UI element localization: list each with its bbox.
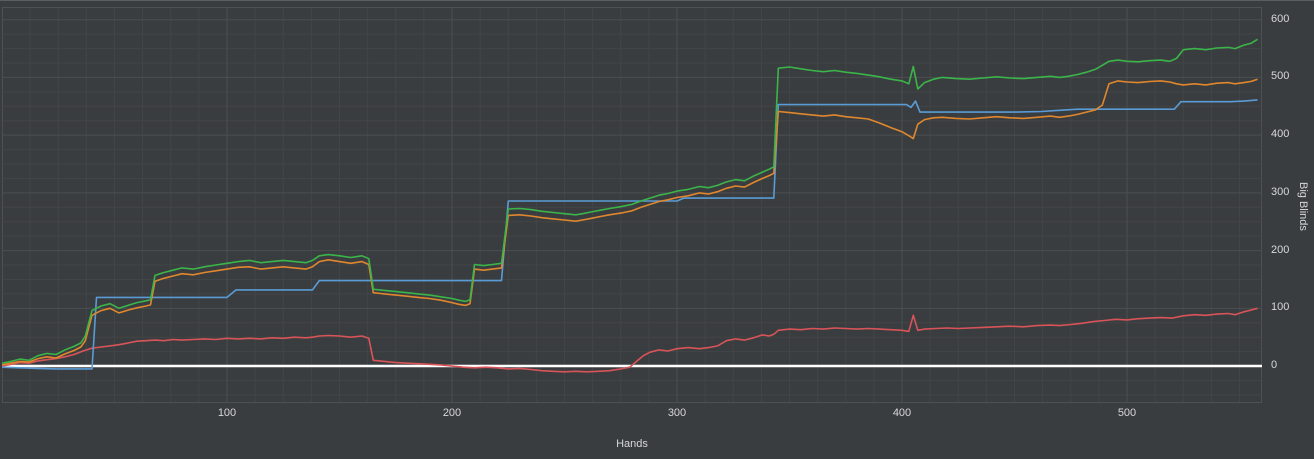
series-line-blue [1,99,1258,370]
y-tick-label: 500 [1271,70,1290,83]
series-line-green [1,38,1258,364]
x-tick-label: 100 [217,407,237,419]
series-line-red [1,307,1258,373]
x-tick-label: 200 [442,407,462,419]
y-tick-label: 100 [1271,301,1290,314]
y-tick-label: 400 [1271,128,1290,141]
plot-area[interactable] [1,7,1262,403]
plot-border [2,7,1262,403]
x-tick-label: 300 [667,407,687,419]
y-tick-label: 600 [1271,12,1290,25]
plot-container [1,7,1262,408]
series-line-orange [1,78,1258,366]
x-axis-title: Hands [616,438,648,450]
y-tick-label: 200 [1271,243,1290,256]
y-tick-label: 300 [1271,185,1290,198]
x-tick-label: 500 [1117,407,1137,419]
x-tick-label: 400 [892,407,912,419]
y-tick-label: 0 [1271,359,1278,372]
y-axis-title: Big Blinds [1297,181,1309,231]
